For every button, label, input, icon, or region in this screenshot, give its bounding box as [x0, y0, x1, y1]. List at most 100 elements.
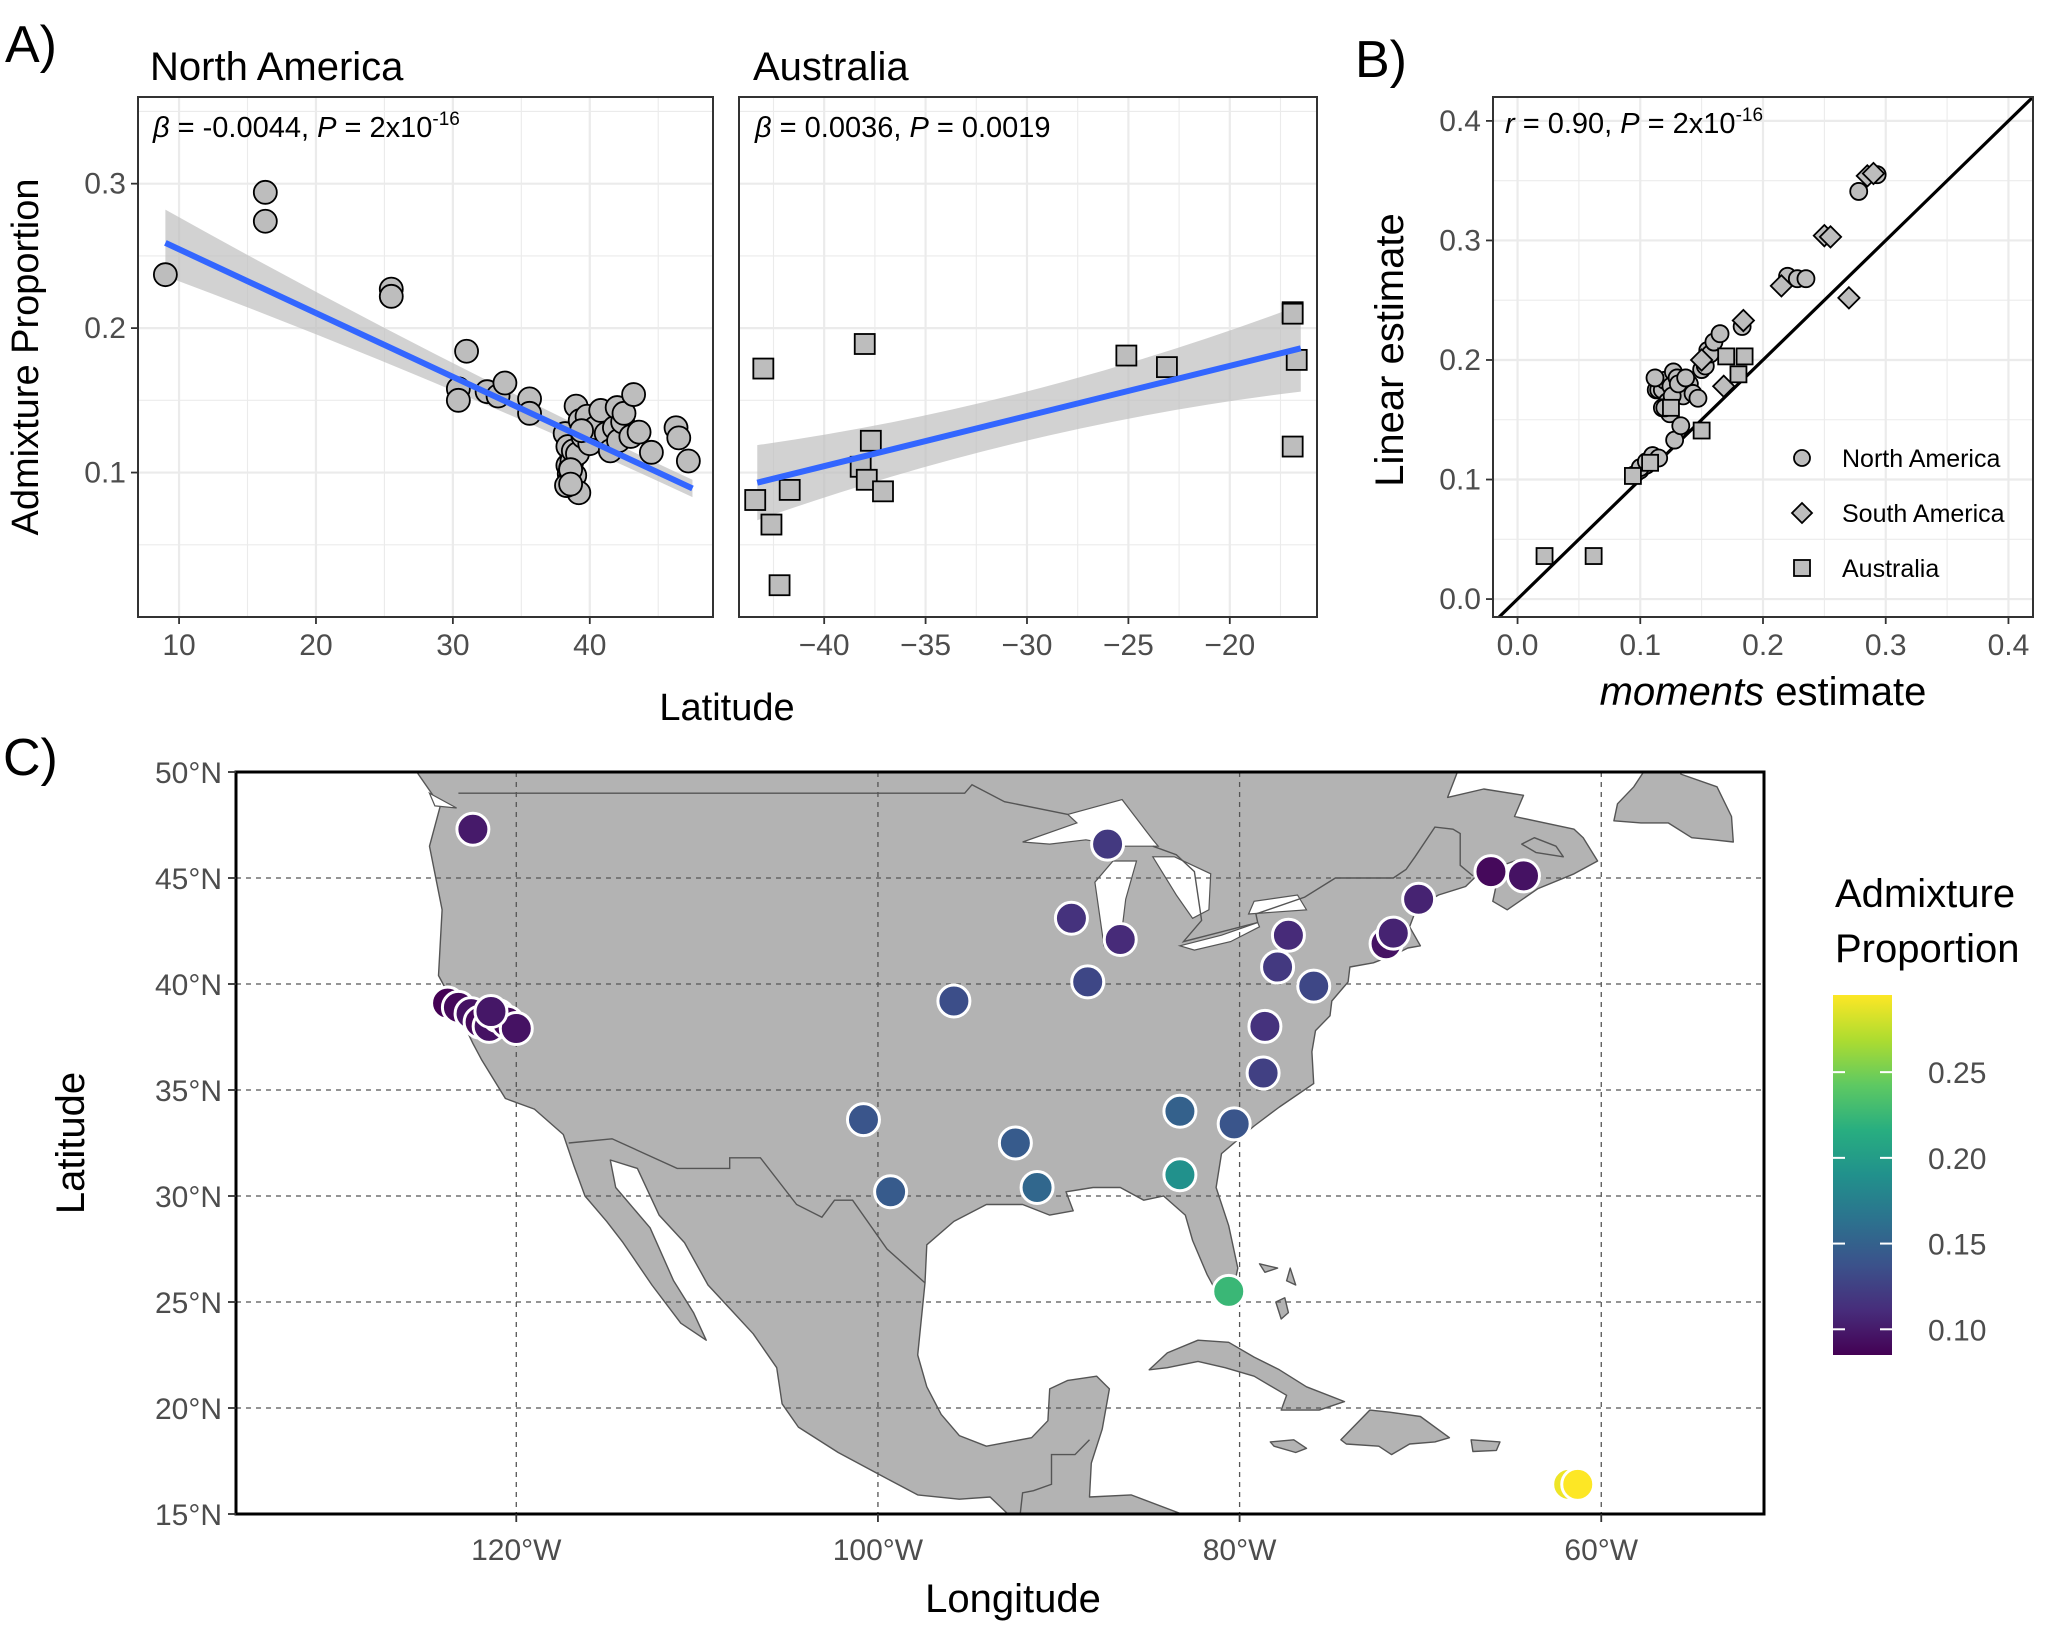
panel-a2-frame: [738, 96, 1318, 618]
data-point-circle: [1645, 368, 1665, 388]
data-point: [252, 208, 278, 234]
panel-a2-grid: [739, 97, 1317, 617]
panel-b-yticks: 0.0 0.1 0.2 0.3 0.4: [1439, 105, 1493, 616]
data-point: [1115, 344, 1138, 367]
water-body: [1177, 921, 1261, 951]
y-tick-label: 0.4: [1439, 105, 1481, 138]
x-tick-label: −20: [1204, 629, 1255, 662]
data-point-circle: [1710, 324, 1730, 344]
mexico-guatemala-border: [1019, 1439, 1091, 1514]
sample-site: [1070, 964, 1106, 1000]
beta-symbol: β: [754, 112, 772, 144]
data-point: [1281, 435, 1304, 458]
data-point: [445, 387, 471, 413]
y-tick-label: 15°N: [155, 1499, 222, 1532]
map-yticks: 15°N 20°N 25°N 30°N 35°N 40°N 45°N 50°N: [155, 757, 236, 1532]
sample-site: [498, 1011, 534, 1047]
colorbar-tick-label: 0.25: [1928, 1057, 1986, 1090]
r-symbol: r: [1505, 108, 1516, 140]
data-point: [872, 480, 894, 503]
data-point-circle: [1671, 416, 1691, 436]
x-tick-label: 20: [299, 629, 332, 662]
x-tick-label: −40: [799, 629, 850, 662]
sample-site: [1296, 968, 1332, 1004]
panel-a2-xticks: −40 −35 −30 −25 −20: [799, 617, 1255, 662]
data-point: [454, 338, 479, 364]
data-point-square: [1584, 547, 1603, 565]
fit-line: [164, 240, 694, 492]
sample-site: [1162, 1157, 1198, 1193]
x-tick-label: 30: [436, 629, 469, 662]
data-point: [1156, 356, 1178, 379]
bahamas-grand: [1258, 1263, 1279, 1273]
p-text: = 2x10: [1640, 108, 1736, 140]
data-point-circle: [1688, 388, 1708, 408]
sample-site: [473, 994, 509, 1030]
panel-b-grid: [1493, 97, 2033, 617]
panel-b-ylabel: Linear estimate: [1368, 213, 1412, 486]
jamaica: [1269, 1439, 1308, 1454]
panel-a1-frame: [137, 96, 714, 618]
fit-line: [756, 345, 1302, 486]
colorbar-tick-label: 0.20: [1928, 1143, 1986, 1176]
sample-site: [1375, 915, 1411, 951]
colorbar-ticks: 0.10 0.15 0.20 0.25: [1833, 1057, 1986, 1347]
data-point-diamond: [1731, 308, 1756, 333]
data-point: [626, 419, 652, 445]
data-point-square: [1729, 365, 1748, 384]
beta-text: = 0.0036,: [772, 112, 910, 144]
x-tick-label: 40: [573, 629, 606, 662]
panel-b-annotation: r = 0.90, P = 2x10-16: [1505, 105, 1763, 140]
water-body: [1247, 894, 1308, 915]
data-point-square: [1624, 467, 1642, 485]
p-exponent: -16: [432, 109, 459, 130]
data-point: [252, 179, 278, 205]
data-point: [152, 262, 178, 288]
panel-a-xlabel: Latitude: [659, 687, 794, 729]
x-tick-label: −35: [900, 629, 951, 662]
data-point: [675, 448, 701, 474]
panel-a2-title: Australia: [753, 45, 909, 89]
map-grid: [236, 772, 1764, 1514]
beta-text: = -0.0044,: [170, 112, 318, 144]
bahamas-andros: [1275, 1297, 1290, 1320]
pei: [1521, 837, 1564, 858]
panel-a2-annotation: β = 0.0036, P = 0.0019: [754, 112, 1051, 144]
data-point: [492, 370, 518, 396]
sample-site: [1245, 1055, 1281, 1091]
x-tick-label: 10: [162, 629, 195, 662]
data-point: [621, 382, 646, 407]
x-tick-label: −25: [1103, 629, 1154, 662]
bahamas-abaco: [1285, 1267, 1297, 1286]
legend-key-circle: [1793, 449, 1811, 467]
panel-a1-yticks: 0.1 0.2 0.3: [84, 168, 138, 490]
colorbar-tick-label: 0.10: [1928, 1314, 1986, 1347]
y-tick-label: 25°N: [155, 1287, 222, 1320]
water-body: [428, 791, 457, 809]
legend-label: South America: [1842, 500, 2005, 528]
y-tick-label: 20°N: [155, 1393, 222, 1426]
map-xlabel: Longitude: [925, 1577, 1101, 1621]
legend-label: North America: [1842, 445, 2000, 473]
p-text: = 0.0019: [929, 112, 1051, 144]
p-exponent: -16: [1736, 105, 1763, 126]
y-tick-label: 0.1: [84, 457, 126, 490]
sample-site: [1560, 1466, 1596, 1502]
p-text: = 2x10: [336, 112, 432, 144]
y-tick-label: 50°N: [155, 757, 222, 790]
y-tick-label: 30°N: [155, 1181, 222, 1214]
y-tick-label: 0.3: [1439, 224, 1481, 257]
x-tick-label: −30: [1002, 629, 1053, 662]
y-tick-label: 0.3: [84, 168, 126, 201]
x-tick-label: 0.3: [1865, 629, 1907, 662]
data-point-square: [1717, 347, 1736, 366]
panel-b-points: [1535, 161, 1887, 565]
panel-b-xticks: 0.0 0.1 0.2 0.3 0.4: [1497, 617, 2029, 662]
data-point-diamond: [1689, 348, 1714, 372]
x-tick-label: 0.0: [1497, 629, 1539, 662]
map-xticks: 120°W 100°W 80°W 60°W: [471, 1514, 1639, 1567]
panel-a2-points: [744, 301, 1308, 597]
colorbar: [1833, 995, 1892, 1355]
legend-key-square: [1793, 559, 1811, 577]
xlabel-rest: estimate: [1764, 670, 1926, 714]
